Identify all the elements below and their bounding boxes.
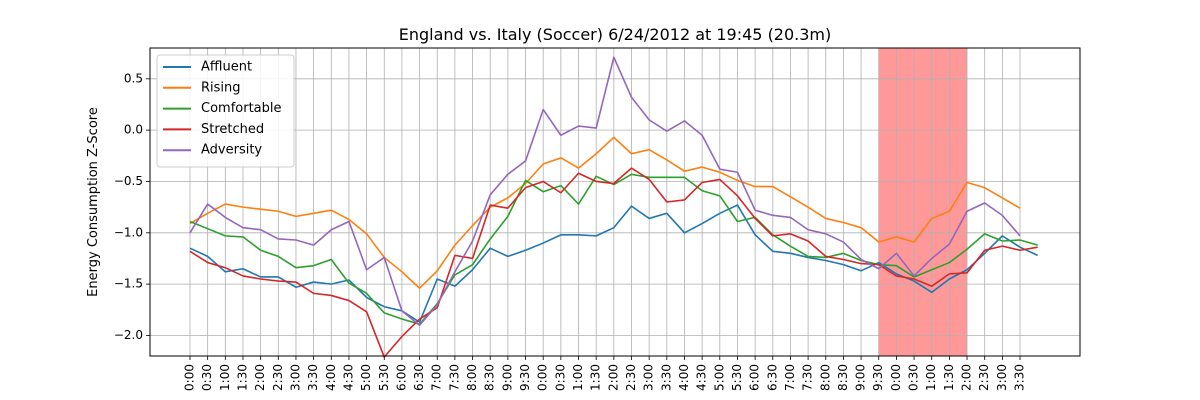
- x-tick-label: 3:30: [306, 364, 320, 391]
- x-tick-label: 7:00: [430, 364, 444, 391]
- x-tick-label: 3:00: [288, 364, 302, 391]
- x-tick-label: 5:00: [359, 364, 373, 391]
- x-tick-label: 1:30: [942, 364, 956, 391]
- x-tick-label: 4:00: [324, 364, 338, 391]
- x-tick-label: 6:30: [765, 364, 779, 391]
- plot-frame: [149, 47, 1081, 357]
- x-tick-label: 2:00: [960, 364, 974, 391]
- legend-label-stretched: Stretched: [201, 122, 264, 137]
- chart-title: England vs. Italy (Soccer) 6/24/2012 at …: [399, 25, 832, 44]
- x-tick-label: 0:00: [536, 364, 550, 391]
- x-tick-label: 4:00: [677, 364, 691, 391]
- x-tick-label: 7:30: [447, 364, 461, 391]
- y-tick-label: −2.0: [114, 328, 143, 342]
- x-tick-label: 7:00: [783, 364, 797, 391]
- x-tick-label: 8:00: [465, 364, 479, 391]
- x-tick-label: 8:30: [483, 364, 497, 391]
- series-line-comfortable: [189, 173, 1038, 325]
- y-tick-label: 0.5: [124, 71, 143, 85]
- x-tick-label: 8:00: [818, 364, 832, 391]
- x-tick-label: 6:00: [394, 364, 408, 391]
- x-tick-label: 2:00: [606, 364, 620, 391]
- y-tick-label: 0.0: [124, 123, 143, 137]
- x-tick-label: 9:30: [518, 364, 532, 391]
- x-tick-label: 2:00: [253, 364, 267, 391]
- legend: Affluent Rising Comfortable Stretched Advers…: [156, 54, 295, 168]
- x-tick-label: 5:30: [377, 364, 391, 391]
- x-tick-label: 9:00: [500, 364, 514, 391]
- x-tick-label: 0:00: [183, 364, 197, 391]
- series-line-adversity: [189, 56, 1021, 327]
- y-tick-label: −0.5: [114, 174, 143, 188]
- x-tick-label: 4:30: [341, 364, 355, 391]
- legend-label-affluent: Affluent: [201, 60, 252, 75]
- y-tick-label: −1.5: [114, 277, 143, 291]
- x-tick-label: 2:30: [271, 364, 285, 391]
- legend-label-rising: Rising: [201, 80, 241, 95]
- y-tick-label: −1.0: [114, 225, 143, 239]
- highlight-band: [878, 48, 968, 356]
- x-tick-label: 0:00: [889, 364, 903, 391]
- x-tick-label: 1:00: [218, 364, 232, 391]
- x-tick-label: 3:30: [1013, 364, 1027, 391]
- x-tick-label: 1:30: [235, 364, 249, 391]
- series-line-rising: [189, 136, 1021, 290]
- x-tick-label: 2:30: [624, 364, 638, 391]
- x-tick-label: 4:30: [695, 364, 709, 391]
- x-tick-label: 0:30: [553, 364, 567, 391]
- x-tick-label: 0:30: [200, 364, 214, 391]
- series-line-stretched: [189, 167, 1038, 358]
- legend-label-comfortable: Comfortable: [201, 101, 282, 116]
- x-tick-label: 1:30: [589, 364, 603, 391]
- x-tick-label: 9:00: [854, 364, 868, 391]
- y-axis-label: Energy Consumption Z-Score: [86, 107, 101, 297]
- x-tick-label: 2:30: [977, 364, 991, 391]
- x-tick-label: 3:00: [642, 364, 656, 391]
- legend-label-adversity: Adversity: [201, 143, 262, 158]
- x-tick-label: 1:00: [924, 364, 938, 391]
- x-tick-label: 1:00: [571, 364, 585, 391]
- x-tick-label: 3:30: [659, 364, 673, 391]
- x-tick-label: 6:00: [748, 364, 762, 391]
- legend-box: [156, 54, 295, 168]
- x-tick-label: 9:30: [871, 364, 885, 391]
- x-tick-label: 5:30: [730, 364, 744, 391]
- x-tick-label: 7:30: [801, 364, 815, 391]
- x-tick-label: 0:30: [907, 364, 921, 391]
- series-line-affluent: [189, 204, 1039, 323]
- x-tick-label: 5:00: [712, 364, 726, 391]
- x-tick-label: 3:00: [995, 364, 1009, 391]
- x-tick-label: 6:30: [412, 364, 426, 391]
- x-tick-label: 8:30: [836, 364, 850, 391]
